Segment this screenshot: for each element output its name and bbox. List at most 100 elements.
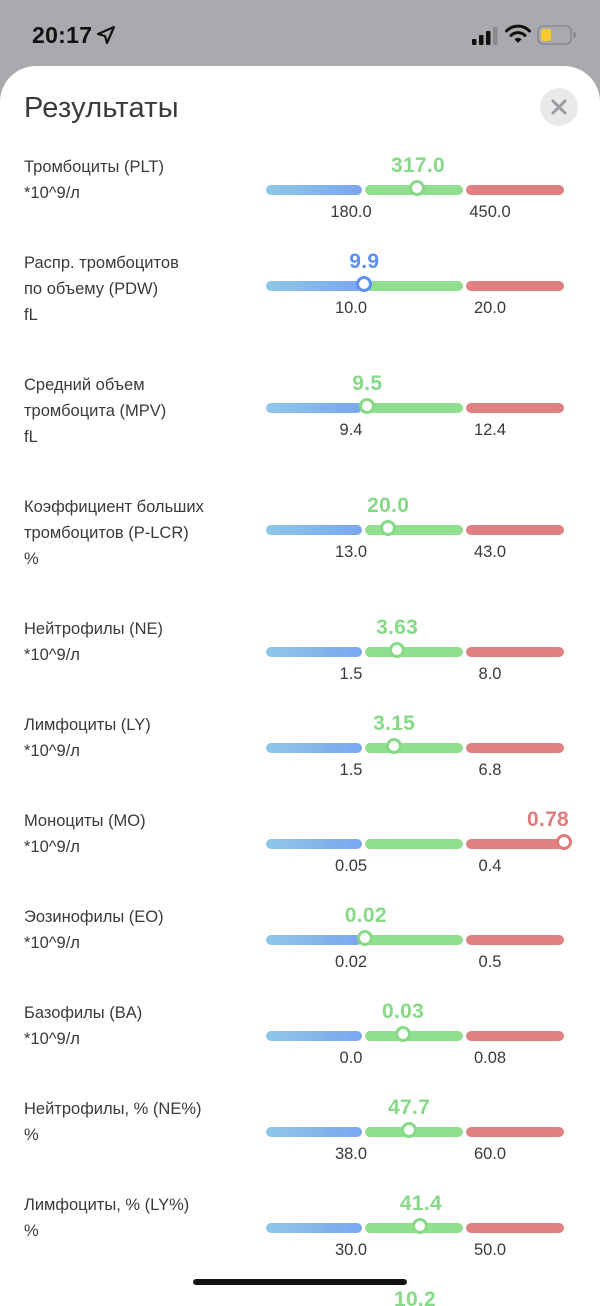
range-low-bound: 9.4 [339, 421, 363, 439]
range-gauge: 9.9 10.0 20.0 [266, 250, 564, 330]
gauge-segment-low [266, 403, 362, 413]
range-gauge: 0.78 0.05 0.4 [266, 808, 572, 888]
range-gauge: 10.2 [266, 1288, 564, 1306]
range-high-bound: 8.0 [478, 665, 502, 683]
result-label: Коэффициент больших тромбоцитов (P-LCR) … [24, 498, 204, 568]
gauge-segment-low [266, 281, 362, 291]
result-value: 41.4 [399, 1192, 442, 1215]
gauge-segment-normal [365, 935, 463, 945]
gauge-segment-normal [365, 525, 463, 535]
range-high-bound: 0.4 [478, 857, 502, 875]
result-label: Эозинофилы (EO) *10^9/л [24, 908, 164, 952]
gauge-segment-normal [365, 1031, 463, 1041]
result-value: 317.0 [390, 154, 445, 177]
gauge-segment-normal [365, 839, 463, 849]
range-low-bound: 38.0 [334, 1145, 368, 1163]
gauge-segment-normal [365, 743, 463, 753]
gauge-segment-high [466, 839, 564, 849]
range-high-bound: 60.0 [473, 1145, 507, 1163]
location-arrow-icon [96, 25, 116, 45]
result-value: 0.03 [382, 1000, 425, 1023]
range-high-bound: 50.0 [473, 1241, 507, 1259]
gauge-segment-low [266, 647, 362, 657]
result-value: 0.02 [344, 904, 387, 927]
gauge-segment-low [266, 935, 362, 945]
range-low-bound: 10.0 [334, 299, 368, 317]
status-time: 20:17 [32, 22, 93, 48]
range-gauge: 317.0 180.0 450.0 [266, 154, 564, 234]
range-low-bound: 13.0 [334, 543, 368, 561]
result-value: 3.15 [373, 712, 416, 735]
range-gauge: 9.5 9.4 12.4 [266, 372, 564, 452]
close-button[interactable] [540, 88, 578, 126]
result-value: 9.9 [349, 250, 380, 273]
gauge-segment-low [266, 185, 362, 195]
gauge-segment-low [266, 839, 362, 849]
value-marker [409, 180, 426, 196]
range-high-bound: 20.0 [473, 299, 507, 317]
gauge-segment-high [466, 1031, 564, 1041]
gauge-segment-low [266, 743, 362, 753]
gauge-segment-high [466, 647, 564, 657]
range-low-bound: 0.02 [334, 953, 368, 971]
value-marker [358, 398, 375, 414]
result-label: Нейтрофилы, % (NE%) % [24, 1100, 202, 1144]
value-marker [555, 834, 572, 850]
result-value: 0.78 [526, 808, 570, 831]
gauge-segment-high [466, 403, 564, 413]
range-gauge: 3.15 1.5 6.8 [266, 712, 564, 792]
result-value: 47.7 [387, 1096, 431, 1119]
gauge-segment-normal [365, 403, 463, 413]
range-low-bound: 0.0 [339, 1049, 363, 1067]
result-value: 10.2 [393, 1288, 437, 1306]
close-icon [551, 99, 567, 115]
range-gauge: 0.03 0.0 0.08 [266, 1000, 564, 1080]
result-label: Нейтрофилы (NE) *10^9/л [24, 620, 163, 664]
range-high-bound: 0.5 [478, 953, 502, 971]
value-marker [385, 738, 402, 754]
result-label: Лимфоциты, % (LY%) % [24, 1196, 190, 1240]
range-low-bound: 180.0 [330, 203, 372, 221]
range-low-bound: 1.5 [339, 761, 363, 779]
result-value: 3.63 [376, 616, 419, 639]
gauge-segment-low [266, 1127, 362, 1137]
home-indicator [193, 1279, 407, 1285]
range-gauge: 3.63 1.5 8.0 [266, 616, 564, 696]
result-label: Тромбоциты (PLT) *10^9/л [24, 158, 164, 202]
value-marker [400, 1122, 417, 1138]
value-marker [379, 520, 396, 536]
range-gauge: 47.7 38.0 60.0 [266, 1096, 564, 1176]
cellular-signal-icon [472, 27, 498, 45]
result-label: Моноциты (MO) *10^9/л [24, 812, 146, 856]
range-gauge: 20.0 13.0 43.0 [266, 494, 564, 574]
wifi-icon [505, 24, 531, 43]
range-high-bound: 43.0 [473, 543, 507, 561]
status-bar: 20:17 [0, 0, 600, 66]
range-low-bound: 0.05 [334, 857, 368, 875]
range-high-bound: 0.08 [473, 1049, 507, 1067]
battery-low-icon [537, 25, 576, 45]
value-marker [355, 276, 372, 292]
page-title: Результаты [24, 92, 179, 124]
range-high-bound: 12.4 [473, 421, 507, 439]
range-low-bound: 30.0 [334, 1241, 368, 1259]
result-label: Распр. тромбоцитов по объему (PDW) fL [24, 254, 179, 324]
range-gauge: 0.02 0.02 0.5 [266, 904, 564, 984]
gauge-segment-high [466, 935, 564, 945]
gauge-segment-normal [365, 647, 463, 657]
gauge-segment-high [466, 185, 564, 195]
result-value: 20.0 [367, 494, 410, 517]
gauge-segment-high [466, 1223, 564, 1233]
range-gauge: 41.4 30.0 50.0 [266, 1192, 564, 1272]
result-label: Лимфоциты (LY) *10^9/л [24, 716, 151, 760]
range-high-bound: 6.8 [478, 761, 502, 779]
result-label: Средний объем тромбоцита (MPV) fL [24, 376, 167, 446]
range-low-bound: 1.5 [339, 665, 363, 683]
gauge-segment-low [266, 1223, 362, 1233]
result-label: Базофилы (BA) *10^9/л [24, 1004, 143, 1048]
value-marker [394, 1026, 411, 1042]
range-high-bound: 450.0 [469, 203, 511, 221]
value-marker [357, 930, 374, 946]
value-marker [412, 1218, 429, 1234]
gauge-segment-low [266, 1031, 362, 1041]
